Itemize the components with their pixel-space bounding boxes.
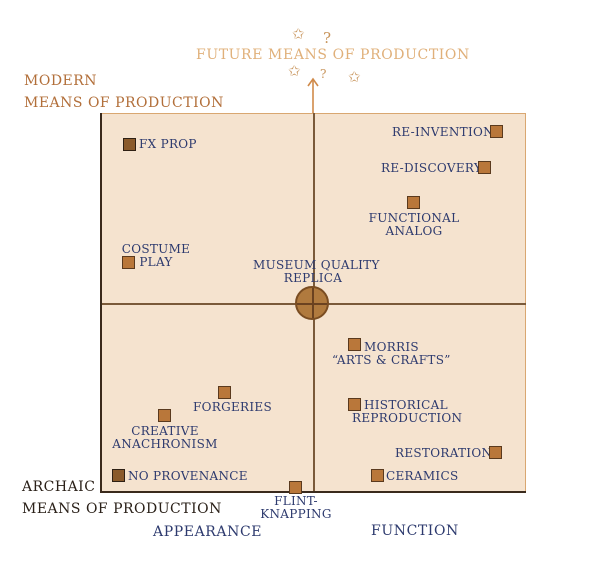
creative-anachronism-marker: [158, 409, 171, 422]
center-line2: REPLICA: [283, 271, 343, 285]
ceramics-label: CERAMICS: [386, 469, 459, 483]
creative-line1: CREATIVE: [131, 424, 199, 438]
functional-analog-line1: FUNCTIONAL: [368, 211, 460, 225]
costume-play-line2: PLAY: [139, 255, 173, 269]
re-invention-marker: [490, 125, 503, 138]
historical-reproduction-label: HISTORICAL REPRODUCTION: [352, 399, 462, 425]
star-icon: ✩: [288, 62, 301, 80]
morris-marker: [348, 338, 361, 351]
function-axis-label: FUNCTION: [371, 523, 459, 539]
fx-prop-label: FX PROP: [139, 137, 197, 151]
morris-line2: “ARTS & CRAFTS”: [332, 353, 451, 367]
question-icon: ?: [320, 67, 327, 81]
quadrant-top-right: [314, 113, 526, 304]
restoration-label: RESTORATION: [395, 446, 493, 460]
y-axis-frame: [100, 113, 102, 493]
no-provenance-label: NO PROVENANCE: [128, 469, 248, 483]
flint-line2: KNAPPING: [260, 507, 332, 521]
fx-prop-marker: [123, 138, 136, 151]
re-invention-label: RE-INVENTION: [392, 125, 494, 139]
appearance-axis-label: APPEARANCE: [153, 524, 263, 540]
re-discovery-label: RE-DISCOVERY: [381, 161, 483, 175]
center-marker: [295, 286, 329, 320]
quadrant-top-left: [101, 113, 314, 304]
star-icon: ✩: [292, 25, 305, 43]
flint-line1: FLINT-: [274, 494, 318, 508]
star-icon: ✩: [348, 68, 361, 86]
modern-label-line2: MEANS OF PRODUCTION: [24, 95, 224, 111]
forgeries-marker: [218, 386, 231, 399]
historical-reproduction-marker: [348, 398, 361, 411]
costume-play-label: COSTUME PLAY: [120, 243, 192, 269]
historical-line1: HISTORICAL: [364, 398, 448, 412]
functional-analog-line2: ANALOG: [385, 224, 443, 238]
historical-line2: REPRODUCTION: [352, 411, 463, 425]
ceramics-marker: [371, 469, 384, 482]
re-discovery-marker: [478, 161, 491, 174]
archaic-label: ARCHAIC MEANS OF PRODUCTION: [22, 476, 222, 520]
quadrant-bottom-left: [101, 304, 314, 492]
museum-quality-replica-label: MUSEUM QUALITY REPLICA: [253, 258, 380, 285]
modern-label-line1: MODERN: [24, 73, 98, 89]
modern-label: MODERN MEANS OF PRODUCTION: [24, 70, 224, 114]
creative-anachronism-label: CREATIVE ANACHRONISM: [112, 425, 218, 451]
flint-knapping-marker: [289, 481, 302, 494]
morris-line1: MORRIS: [364, 340, 419, 354]
functional-analog-label: FUNCTIONAL ANALOG: [366, 212, 462, 238]
flint-knapping-label: FLINT- KNAPPING: [254, 495, 338, 521]
archaic-label-line2: MEANS OF PRODUCTION: [22, 501, 222, 517]
up-arrow-icon: [307, 77, 319, 113]
forgeries-label: FORGERIES: [193, 400, 273, 414]
center-line1: MUSEUM QUALITY: [253, 258, 380, 272]
no-provenance-marker: [112, 469, 125, 482]
archaic-label-line1: ARCHAIC: [22, 479, 96, 495]
functional-analog-marker: [407, 196, 420, 209]
restoration-marker: [489, 446, 502, 459]
costume-play-marker: [122, 256, 135, 269]
question-icon: ?: [323, 29, 332, 47]
future-means-label: FUTURE MEANS OF PRODUCTION: [196, 47, 470, 63]
morris-label: MORRIS “ARTS & CRAFTS”: [332, 341, 451, 367]
x-axis-frame: [100, 491, 526, 493]
costume-play-line1: COSTUME: [121, 242, 191, 256]
creative-line2: ANACHRONISM: [112, 437, 218, 451]
